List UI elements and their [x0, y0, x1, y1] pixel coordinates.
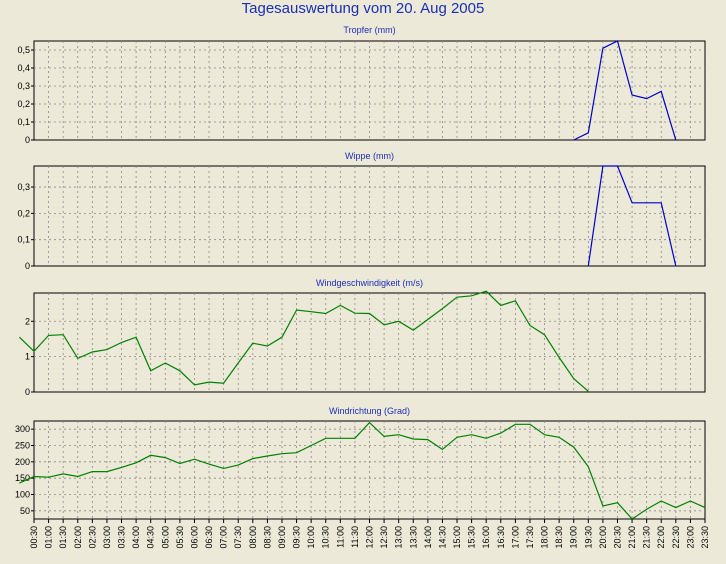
y-tick-label: 0,5 [17, 45, 30, 55]
x-tick-label: 21:00 [627, 526, 637, 549]
x-tick-label: 16:30 [496, 526, 506, 549]
chart-panel-3: Windgeschwindigkeit (m/s) 0 1 2 [18, 278, 706, 397]
x-tick-label: 07:30 [233, 526, 243, 549]
x-tick-label: 11:00 [335, 526, 345, 548]
plot-area [33, 40, 706, 141]
x-tick-label: 20:30 [612, 526, 622, 549]
y-tick-label: 0,3 [17, 182, 30, 192]
y-tick-label: 0,4 [17, 63, 30, 73]
series-line [19, 421, 706, 520]
x-tick-label: 05:30 [175, 526, 185, 549]
chart-title: Wippe (mm) [345, 151, 394, 161]
x-axis: 00:30 01:00 01:30 02:00 02:30 03:00 03:30 04:00… [29, 519, 710, 549]
y-tick-label: 1 [25, 352, 30, 362]
x-tick-label: 16:00 [481, 526, 491, 549]
chart-title: Windgeschwindigkeit (m/s) [316, 278, 423, 288]
y-tick-label: 0,2 [17, 208, 30, 218]
x-tick-label: 12:30 [379, 526, 389, 549]
y-tick-label: 0,2 [17, 99, 30, 109]
x-tick-label: 19:00 [569, 526, 579, 549]
x-tick-label: 23:30 [700, 526, 710, 549]
y-tick-label: 0 [25, 135, 30, 145]
chart-title: Windrichtung (Grad) [329, 406, 410, 416]
x-tick-label: 15:30 [467, 526, 477, 549]
x-tick-label: 04:00 [131, 526, 141, 549]
x-tick-label: 15:00 [452, 526, 462, 549]
y-tick-label: 0,3 [17, 81, 30, 91]
x-tick-label: 17:00 [510, 526, 520, 549]
x-tick-label: 22:30 [671, 526, 681, 549]
page-title: Tagesauswertung vom 20. Aug 2005 [241, 0, 485, 17]
x-tick-label: 18:00 [540, 526, 550, 549]
x-tick-label: 23:00 [685, 526, 695, 549]
x-tick-label: 18:30 [554, 526, 564, 549]
x-tick-label: 03:30 [117, 526, 127, 549]
y-tick-label: 0 [25, 387, 30, 397]
x-tick-label: 13:30 [408, 526, 418, 549]
x-tick-label: 13:00 [394, 526, 404, 549]
x-tick-label: 01:00 [44, 526, 54, 549]
x-tick-label: 08:30 [262, 526, 272, 549]
x-tick-label: 02:00 [73, 526, 83, 549]
x-tick-label: 05:00 [160, 526, 170, 549]
x-tick-label: 17:30 [525, 526, 535, 549]
x-tick-label: 14:00 [423, 526, 433, 549]
y-tick-label: 250 [15, 441, 30, 451]
x-tick-label: 01:30 [58, 526, 68, 549]
x-tick-label: 09:30 [292, 526, 302, 549]
x-tick-label: 09:00 [277, 526, 287, 549]
x-tick-label: 19:30 [583, 526, 593, 549]
y-tick-label: 0,1 [17, 117, 30, 127]
y-tick-label: 50 [20, 506, 30, 516]
x-tick-label: 14:30 [437, 526, 447, 549]
series-line [573, 40, 677, 141]
x-tick-label: 07:00 [219, 526, 229, 549]
x-tick-label: 06:00 [189, 526, 199, 549]
x-tick-label: 06:30 [204, 526, 214, 549]
x-tick-label: 21:30 [642, 526, 652, 549]
x-tick-label: 03:00 [102, 526, 112, 549]
y-tick-label: 300 [15, 424, 30, 434]
y-tick-label: 2 [25, 316, 30, 326]
y-tick-label: 200 [15, 457, 30, 467]
x-tick-label: 22:00 [656, 526, 666, 549]
y-tick-label: 150 [15, 473, 30, 483]
x-tick-label: 11:30 [350, 526, 360, 548]
chart-panel-4: Windrichtung (Grad) 50 100 150 200 250 300 [15, 406, 706, 520]
chart-title: Tropfer (mm) [343, 25, 395, 35]
series-line [18, 290, 589, 392]
y-tick-label: 100 [15, 490, 30, 500]
plot-area [33, 420, 706, 520]
series-line [587, 165, 677, 267]
x-tick-label: 08:00 [248, 526, 258, 549]
y-tick-label: 0 [25, 261, 30, 271]
x-tick-label: 20:00 [598, 526, 608, 549]
x-tick-label: 00:30 [29, 526, 39, 549]
x-tick-label: 04:30 [146, 526, 156, 549]
x-tick-label: 10:00 [306, 526, 316, 549]
x-tick-label: 10:30 [321, 526, 331, 549]
y-tick-label: 0,1 [17, 235, 30, 245]
x-tick-label: 02:30 [87, 526, 97, 549]
chart-panel-2: Wippe (mm) 0 0,1 0,2 0,3 [17, 151, 706, 271]
x-tick-label: 12:00 [365, 526, 375, 549]
plot-area [33, 292, 706, 393]
chart-panel-1: Tropfer (mm) 0 0,1 0,2 0,3 0,4 0,5 [17, 25, 706, 145]
